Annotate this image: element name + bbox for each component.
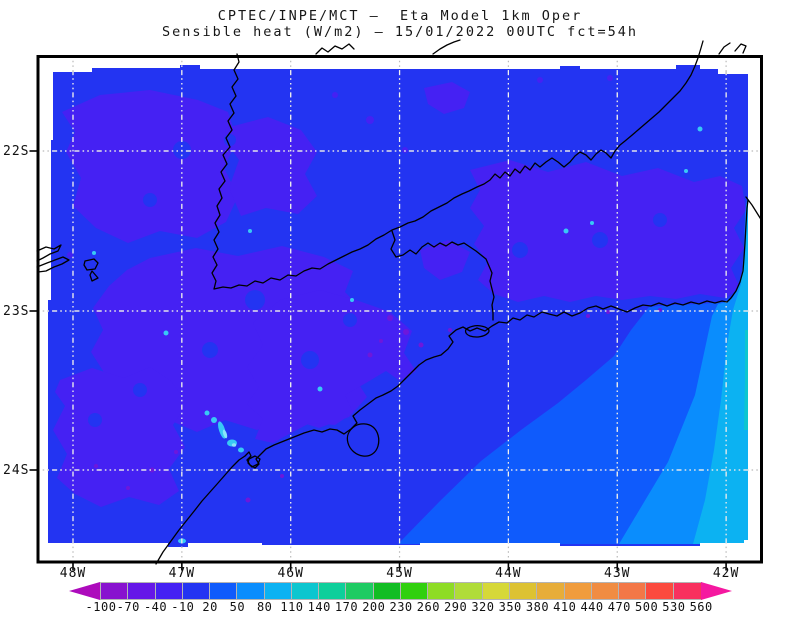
longitude-tick-label: 42W (712, 566, 740, 581)
sea-edge-teal-110-140 (744, 330, 748, 430)
map-lines (36, 39, 763, 565)
colorbar-cell (509, 583, 538, 599)
colorbar-tick-label: 410 (553, 600, 577, 614)
colorbar-right-arrow (701, 582, 732, 600)
colorbar-cell (237, 583, 265, 599)
colorbar-tick-label: -10 (171, 600, 195, 614)
coastline-margin-segment (745, 196, 763, 222)
colorbar-tick-label: 80 (256, 600, 273, 614)
colorbar-cell (482, 583, 510, 599)
longitude-tick-label: 44W (495, 566, 522, 581)
colorbar-cell (182, 583, 211, 599)
colorbar-tick-label: 530 (662, 600, 686, 614)
longitude-tick-label: 48W (59, 566, 87, 581)
colorbar-tick-label: 140 (307, 600, 331, 614)
colorbar-cell (591, 583, 620, 599)
reservoir-outline-1 (36, 244, 62, 262)
state-border-mg-sp (211, 40, 704, 290)
latitude-tick-label: 23S (3, 304, 30, 319)
ilha-grande-outline (464, 324, 490, 338)
sea-band-20-50 (398, 202, 748, 544)
colorbar-cell (619, 583, 647, 599)
latitude-tick-label: 22S (3, 144, 30, 159)
colorbar-tick-label: 290 (444, 600, 468, 614)
figure-title: CPTEC/INPE/MCT — Eta Model 1km Oper (217, 8, 583, 24)
longitude-tick-label: 43W (604, 566, 631, 581)
water-body-highlights (222, 429, 237, 447)
colorbar-cell (346, 583, 374, 599)
state-border-rj-sp (390, 230, 495, 321)
colorbar-bar (100, 582, 702, 600)
longitude-tick-label: 47W (168, 566, 196, 581)
longitude-tick-label: 45W (386, 566, 413, 581)
colorbar-cell (537, 583, 565, 599)
ilhabela-island-outline (346, 423, 380, 457)
model-domain-field (48, 65, 748, 547)
graticule-data (48, 65, 748, 547)
colorbar-tick-label: 260 (416, 600, 440, 614)
colorbar-cells (101, 583, 701, 599)
colorbar-cell (428, 583, 456, 599)
colorbar-tick-label: -100 (85, 600, 117, 614)
cold-specks (94, 308, 662, 503)
colorbar-tick-label: 110 (280, 600, 304, 614)
top-margin-line-1 (315, 43, 355, 55)
colorbar-cell (291, 583, 320, 599)
axis-ticks (29, 150, 727, 571)
colorbar-cell (646, 583, 674, 599)
colorbar-tick-label: 200 (362, 600, 386, 614)
colorbar-cell (128, 583, 156, 599)
santos-island-outline (247, 455, 261, 468)
top-margin-line-2 (432, 39, 461, 55)
colorbar-tick-label: 470 (607, 600, 631, 614)
colorbar-tick-label: 50 (229, 600, 246, 614)
longitude-tick-label: 46W (277, 566, 304, 581)
colorbar-tick-label: 170 (334, 600, 359, 614)
low-heat-patches (53, 75, 746, 507)
reservoir-outline-2 (36, 256, 70, 273)
colorbar-cell (673, 583, 701, 599)
colorbar-cell (101, 583, 129, 599)
plot-frame (36, 55, 763, 564)
colorbar-left-arrow (69, 582, 100, 600)
colorbar-cell (319, 583, 347, 599)
colorbar-tick-label: 350 (498, 600, 522, 614)
colorbar-tick-label: 230 (389, 600, 413, 614)
colorbar-tick-label: 380 (525, 600, 550, 614)
top-margin-line-3 (718, 42, 747, 55)
colorbar-tick-label: -70 (116, 600, 140, 614)
colorbar-cell (373, 583, 401, 599)
colorbar-cell (564, 583, 592, 599)
figure-subtitle: Sensible heat (W/m2) — 15/01/2022 00UTC … (161, 24, 638, 40)
colorbar-tick-label: 320 (471, 600, 495, 614)
colorbar-cell (210, 583, 238, 599)
latitude-tick-label: 24S (3, 463, 30, 478)
colorbar-cell (400, 583, 429, 599)
colorbar-tick-label: -40 (143, 600, 168, 614)
reservoir-outline-3 (83, 258, 99, 282)
colorbar-tick-label: 560 (689, 600, 713, 614)
colorbar-cell (455, 583, 483, 599)
colorbar-cell (155, 583, 183, 599)
sea-coastal-strip-80-110 (693, 200, 748, 544)
colorbar-cell (264, 583, 292, 599)
colorbar-tick-label: 500 (635, 600, 659, 614)
colorbar-tick-label: 20 (202, 600, 218, 614)
colorbar-tick-label: 440 (580, 600, 604, 614)
